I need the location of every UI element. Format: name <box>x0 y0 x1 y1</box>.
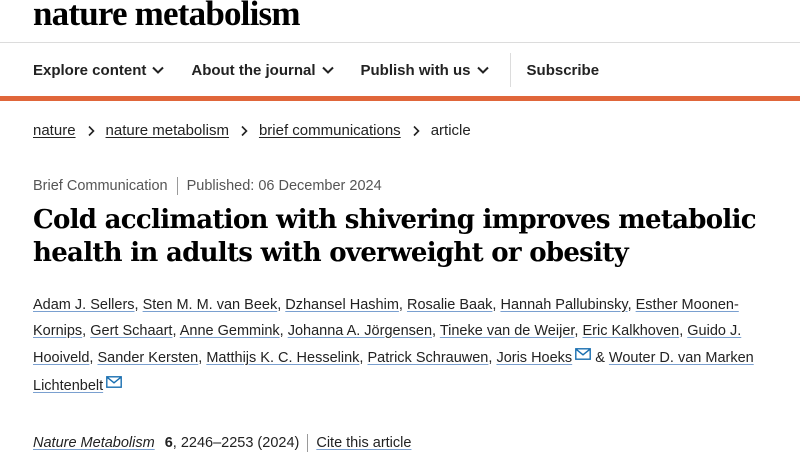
nav-divider <box>509 53 511 87</box>
author-separator: , <box>82 322 91 339</box>
nav-publish-with-us-label: Publish with us <box>360 61 471 79</box>
header-divider <box>0 42 800 43</box>
email-icon[interactable] <box>106 372 123 389</box>
article-meta: Brief Communication Published: 06 Decemb… <box>33 177 382 195</box>
meta-divider <box>176 177 178 195</box>
author-link[interactable]: Tineke van de Weijer <box>439 322 575 339</box>
breadcrumb-current: article <box>430 122 471 139</box>
author-link[interactable]: Johanna A. Jörgensen <box>287 322 433 339</box>
author-link[interactable]: Rosalie Baak <box>406 297 493 313</box>
author-separator: , <box>172 322 180 339</box>
breadcrumb-brief-communications[interactable]: brief communications <box>258 122 401 139</box>
author-separator: , <box>359 350 368 367</box>
chevron-right-icon <box>413 125 420 136</box>
chevron-down-icon <box>321 66 334 74</box>
author-link[interactable]: Gert Schaart <box>90 322 173 339</box>
article-title: Cold acclimation with shivering improves… <box>33 205 757 268</box>
author-separator: & <box>591 350 609 367</box>
nav-about-journal-label: About the journal <box>191 61 316 79</box>
pages: , 2246–2253 (2024) <box>172 435 300 451</box>
nav-about-journal[interactable]: About the journal <box>191 62 334 79</box>
citation: Nature Metabolism 6 , 2246–2253 (2024) C… <box>33 434 411 452</box>
author-separator: , <box>679 322 688 339</box>
author-separator: , <box>134 297 143 313</box>
author-separator: , <box>574 322 583 339</box>
chevron-down-icon <box>476 66 489 74</box>
published-date: Published: 06 December 2024 <box>186 178 382 194</box>
author-separator: , <box>627 297 636 313</box>
author-link[interactable]: Hannah Pallubinsky <box>500 297 628 313</box>
breadcrumb-nature-metabolism[interactable]: nature metabolism <box>105 122 229 139</box>
author-link[interactable]: Guido J. Hooiveld <box>33 322 742 367</box>
cite-article-link[interactable]: Cite this article <box>316 435 412 451</box>
subscribe-link[interactable]: Subscribe <box>526 61 600 79</box>
author-separator: , <box>432 322 440 339</box>
author-separator: , <box>398 297 407 313</box>
author-link[interactable]: Esther Moonen-Kornips <box>33 297 739 339</box>
citation-divider <box>307 434 309 452</box>
author-list: Adam J. Sellers, Sten M. M. van Beek, Dz… <box>33 293 778 400</box>
nav-explore-content-label: Explore content <box>33 61 147 79</box>
main-nav: Explore content About the journal Publis… <box>33 46 625 94</box>
author-link[interactable]: Matthijs K. C. Hesselink <box>206 350 360 367</box>
nav-explore-content[interactable]: Explore content <box>33 62 165 79</box>
author-separator: , <box>198 350 207 367</box>
nav-publish-with-us[interactable]: Publish with us <box>361 62 490 79</box>
article-type: Brief Communication <box>33 178 168 194</box>
author-link[interactable]: Joris Hoeks <box>496 350 573 367</box>
chevron-right-icon <box>241 125 248 136</box>
journal-logo[interactable]: nature metabolism <box>33 0 301 33</box>
volume: 6 <box>164 435 173 451</box>
author-link[interactable]: Eric Kalkhoven <box>582 322 680 339</box>
breadcrumb: nature nature metabolism brief communica… <box>33 122 471 139</box>
author-link[interactable]: Sten M. M. van Beek <box>142 297 278 313</box>
author-separator: , <box>279 322 288 339</box>
author-link[interactable]: Wouter D. van Marken Lichtenbelt <box>33 350 754 395</box>
header-accent-bar <box>0 96 800 101</box>
author-link[interactable]: Patrick Schrauwen <box>367 350 489 367</box>
breadcrumb-nature[interactable]: nature <box>33 122 76 139</box>
author-separator: , <box>492 297 501 313</box>
email-icon[interactable] <box>575 344 592 361</box>
author-separator: , <box>89 350 98 367</box>
author-separator: , <box>488 350 497 367</box>
author-link[interactable]: Adam J. Sellers <box>33 297 135 313</box>
journal-link[interactable]: Nature Metabolism <box>33 435 155 451</box>
author-link[interactable]: Anne Gemmink <box>179 322 280 339</box>
chevron-right-icon <box>87 125 95 136</box>
author-link[interactable]: Dzhansel Hashim <box>285 297 399 313</box>
author-separator: , <box>277 297 286 313</box>
author-link[interactable]: Sander Kersten <box>97 350 199 367</box>
chevron-down-icon <box>152 66 165 74</box>
